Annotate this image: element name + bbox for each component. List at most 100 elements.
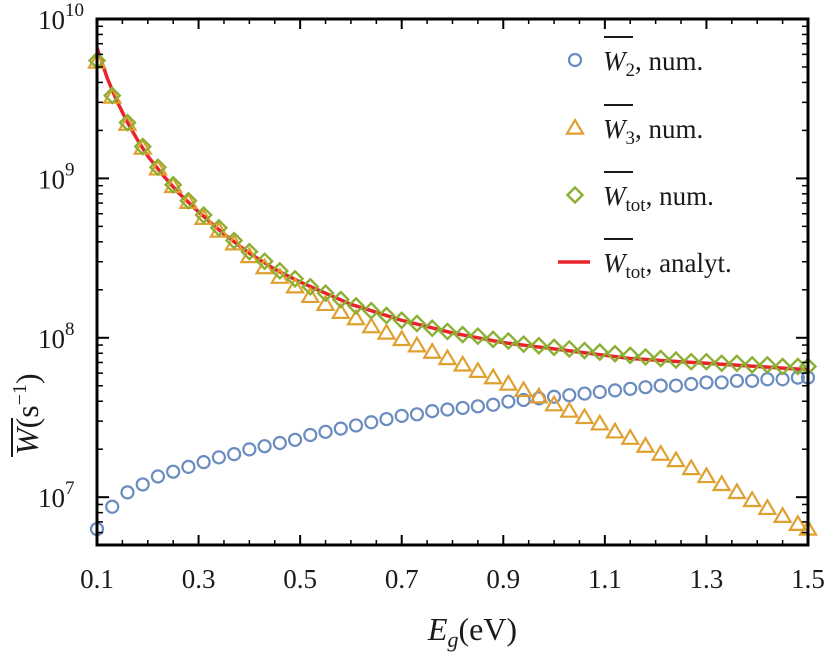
legend: W2, num.W3, num.Wtot, num.Wtot, analyt. [558, 36, 732, 283]
data-point-W3_num [483, 367, 504, 385]
legend-label: W3, num. [603, 114, 703, 149]
data-point-W3_num [330, 302, 351, 319]
data-point-Wtot_num [392, 311, 411, 330]
x-tick-label: 0.3 [182, 564, 216, 594]
data-point-Wtot_num [666, 350, 686, 370]
data-point-W2_num [166, 464, 181, 479]
data-point-W2_num [242, 442, 257, 457]
data-point-W2_num [562, 388, 577, 403]
data-point-W2_num [668, 378, 684, 393]
legend-item-Wtot_analyt: Wtot, analyt. [558, 238, 732, 283]
data-point-Wtot_num [697, 352, 716, 371]
data-point-Wtot_num [270, 261, 290, 281]
data-point-W2_num [501, 394, 516, 409]
data-point-W3_num [513, 380, 534, 398]
data-point-W2_num [607, 383, 623, 398]
data-point-W2_num [120, 485, 135, 500]
data-point-W3_num [498, 373, 519, 391]
y-tick-base: 10 [38, 324, 65, 354]
data-point-Wtot_num [453, 325, 472, 344]
data-point-W2_num [211, 450, 226, 465]
data-point-Wtot_num [712, 354, 731, 373]
y-tick-label: 108 [38, 319, 75, 354]
data-point-W3_num [422, 341, 443, 359]
data-point-W2_num [729, 373, 745, 388]
data-point-Wtot_num [758, 355, 777, 375]
legend-label: Wtot, analyt. [603, 248, 732, 283]
data-point-Wtot_num [331, 290, 350, 309]
data-point-W3_num [559, 400, 580, 418]
data-point-W3_num [467, 361, 488, 378]
legend-label: Wtot, num. [603, 181, 714, 216]
data-point-W2_num [257, 439, 272, 454]
data-point-W3_num [742, 490, 763, 508]
y-tick-label: 107 [38, 478, 75, 513]
data-point-W2_num [348, 418, 364, 433]
legend-suffix: , num. [635, 114, 703, 144]
data-point-W2_num [577, 386, 592, 401]
data-point-W3_num [391, 329, 412, 347]
data-point-W2_num [699, 375, 714, 390]
data-point-Wtot_num [301, 277, 320, 296]
x-axis-label-main: E [427, 611, 448, 647]
y-tick-base: 10 [38, 483, 65, 513]
data-point-Wtot_num [224, 231, 244, 250]
y-axis-label-main: W [9, 425, 45, 455]
data-point-W3_num [650, 443, 671, 461]
legend-symbol: W [603, 248, 628, 278]
data-point-Wtot_num [163, 175, 183, 194]
plot-frame [95, 17, 810, 547]
data-point-W2_num [714, 375, 729, 390]
x-tick-label: 1.5 [791, 564, 825, 594]
legend-subscript: 3 [626, 128, 636, 149]
y-axis-label-exp: −1 [9, 384, 31, 405]
legend-swatch-triangle [565, 117, 585, 135]
data-point-Wtot_num [422, 319, 442, 338]
x-tick-label: 0.9 [486, 564, 520, 594]
y-axis-label-text: W(s−1) [9, 373, 45, 455]
data-point-W3_num [635, 436, 656, 453]
series-points-Wtot_num [87, 51, 818, 376]
data-point-W2_num [653, 378, 668, 393]
y-tick-exp: 9 [65, 159, 75, 180]
legend-item-W2_num: W2, num. [567, 36, 703, 81]
data-point-Wtot_num [255, 252, 274, 271]
data-point-Wtot_num [575, 341, 594, 360]
data-point-W2_num [303, 427, 318, 443]
data-point-W3_num [376, 322, 397, 340]
data-point-Wtot_num [483, 330, 503, 349]
data-point-W3_num [589, 413, 610, 431]
data-point-W3_num [346, 308, 366, 326]
x-tick-label: 1.1 [588, 564, 622, 594]
data-point-Wtot_num [346, 296, 366, 316]
data-point-Wtot_num [209, 218, 229, 238]
data-point-W3_num [681, 458, 702, 476]
data-point-W3_num [361, 316, 382, 334]
data-point-Wtot_num [377, 306, 396, 325]
data-point-W2_num [790, 370, 805, 385]
data-point-W2_num [394, 408, 409, 423]
data-point-W3_num [300, 286, 321, 304]
data-point-W3_num [285, 276, 305, 294]
x-tick-label: 1.3 [690, 564, 724, 594]
data-point-W2_num [638, 380, 653, 395]
data-point-W2_num [440, 402, 455, 417]
data-point-Wtot_num [240, 242, 259, 261]
data-point-W2_num [409, 407, 425, 422]
data-point-Wtot_num [590, 342, 609, 362]
series-Wtot_analyt [97, 47, 808, 372]
data-point-W3_num [315, 294, 336, 312]
data-point-W3_num [757, 498, 778, 516]
data-point-Wtot_num [194, 205, 213, 225]
data-point-W2_num [592, 384, 607, 400]
data-point-Wtot_num [560, 339, 579, 359]
y-axis-label-close: ) [9, 373, 45, 384]
data-point-W2_num [318, 424, 333, 439]
data-point-Wtot_num [727, 354, 747, 373]
x-axis-label-sub: g [447, 627, 458, 652]
data-point-W2_num [105, 499, 120, 514]
data-point-Wtot_num [103, 86, 122, 105]
data-point-W2_num [272, 435, 287, 451]
data-point-Wtot_num [773, 357, 792, 376]
data-point-W2_num [745, 373, 760, 388]
